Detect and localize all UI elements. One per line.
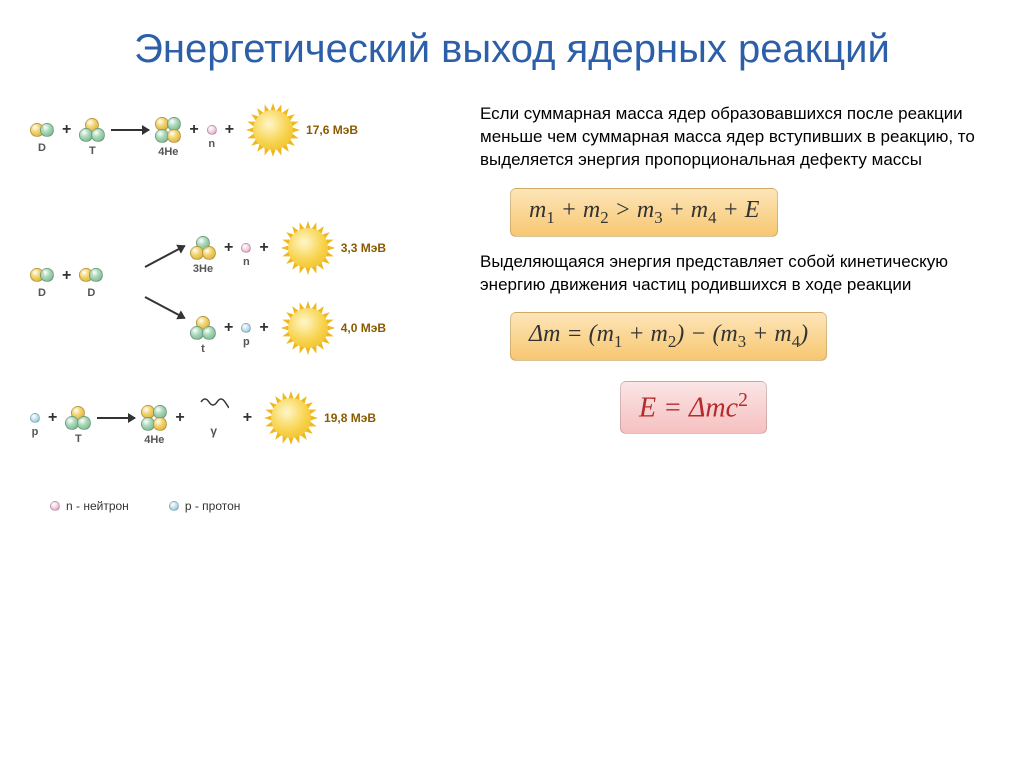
legend: n - нейтрон p - протон <box>30 499 460 513</box>
content-area: D + T <box>0 83 1024 513</box>
plus-icon: + <box>259 239 268 271</box>
text-panel: Если суммарная масса ядер образовавшихся… <box>480 93 994 513</box>
reaction-1: D + T <box>30 103 460 171</box>
plus-icon: + <box>48 409 57 441</box>
particle-gamma: γ <box>199 398 229 438</box>
reactions-panel: D + T <box>30 93 460 513</box>
plus-icon: + <box>243 409 252 441</box>
energy-sun: 3,3 МэВ <box>281 221 386 289</box>
plus-icon: + <box>224 319 233 351</box>
legend-neutron: n - нейтрон <box>50 499 129 513</box>
formula-delta-m: Δm = (m1 + m2) − (m3 + m4) <box>510 312 827 361</box>
nucleus-D: D <box>79 266 103 299</box>
nucleus-4He: 4He <box>141 405 167 446</box>
arrow-icon <box>145 245 186 268</box>
arrow-icon <box>97 417 135 419</box>
reaction-3: p + T <box>30 391 460 459</box>
plus-icon: + <box>189 121 198 153</box>
plus-icon: + <box>225 121 234 153</box>
nucleus-D: D <box>30 121 54 154</box>
energy-sun: 19,8 МэВ <box>264 391 376 459</box>
particle-p: p <box>241 323 251 348</box>
reaction-2: D + D <box>30 211 460 361</box>
arrow-icon <box>111 129 149 131</box>
nucleus-3He: 3He <box>190 236 216 275</box>
paragraph-1: Если суммарная масса ядер образовавшихся… <box>480 103 994 172</box>
formula-emc2: E = Δmc2 <box>620 381 767 433</box>
particle-p: p <box>30 413 40 438</box>
plus-icon: + <box>259 319 268 351</box>
arrow-icon <box>145 296 186 319</box>
plus-icon: + <box>224 239 233 271</box>
energy-sun: 17,6 МэВ <box>246 103 358 171</box>
particle-n: n <box>207 125 217 150</box>
nucleus-4He: 4He <box>155 117 181 158</box>
nucleus-T: T <box>65 406 91 445</box>
plus-icon: + <box>62 267 71 299</box>
page-title: Энергетический выход ядерных реакций <box>0 0 1024 83</box>
plus-icon: + <box>62 121 71 153</box>
nucleus-D: D <box>30 266 54 299</box>
particle-n: n <box>241 243 251 268</box>
formula-mass-inequality: m1 + m2 > m3 + m4 + E <box>510 188 778 237</box>
legend-proton: p - протон <box>169 499 241 513</box>
nucleus-t: t <box>190 316 216 355</box>
plus-icon: + <box>175 409 184 441</box>
paragraph-2: Выделяющаяся энергия представляет собой … <box>480 251 994 297</box>
nucleus-T: T <box>79 118 105 157</box>
energy-sun: 4,0 МэВ <box>281 301 386 369</box>
